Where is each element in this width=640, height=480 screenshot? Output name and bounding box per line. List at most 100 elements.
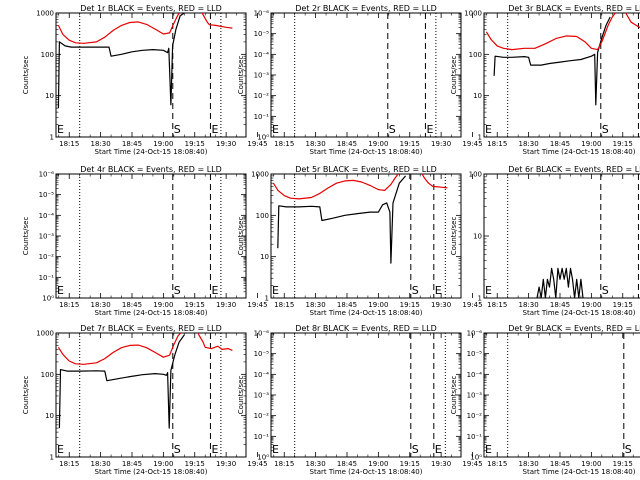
y-tick-label: 10⁻⁶ (254, 10, 270, 18)
y-tick-label: 100 (256, 212, 269, 220)
y-axis-label: Counts/sec (22, 376, 30, 415)
x-tick-label: 18:45 (550, 301, 570, 309)
y-tick-label: 10⁻³ (254, 392, 270, 400)
event-marker-label: S (174, 443, 181, 456)
x-tick-label: 18:15 (487, 140, 507, 148)
x-tick-label: 18:30 (306, 301, 326, 309)
series-lld-line (57, 333, 233, 365)
x-tick-label: 19:45 (462, 460, 482, 468)
left-edge-label: E (57, 284, 64, 297)
x-tick-label: 19:15 (613, 140, 633, 148)
x-tick-label: 19:45 (462, 301, 482, 309)
x-tick-label: 18:30 (306, 140, 326, 148)
x-axis-label: Start Time (24-Oct-15 18:08:40) (523, 148, 636, 156)
y-tick-label: 10⁰ (257, 134, 269, 142)
plot-frame (55, 12, 247, 138)
y-tick-label: 10⁻³ (39, 233, 55, 241)
panel-det4: Det 4r BLACK = Events, RED = LLD 10⁰ 10⁻¹ 1… (22, 165, 268, 317)
x-tick-label: 19:00 (581, 460, 601, 468)
y-tick-label: 10⁻² (467, 412, 483, 420)
left-edge-label: E (57, 123, 64, 136)
series-lld-line (57, 13, 233, 44)
left-edge-label: E (485, 443, 492, 456)
y-tick-label: 10 (473, 233, 482, 241)
x-tick-label: 19:00 (153, 301, 173, 309)
y-axis-label: Counts/sec (450, 56, 458, 95)
plot-frame (270, 332, 462, 458)
y-tick-label: 10⁻⁴ (254, 51, 270, 59)
y-tick-label: 10⁰ (470, 454, 482, 462)
y-tick-label: 1000 (251, 171, 269, 179)
y-axis-label: Counts/sec (22, 217, 30, 256)
x-tick-label: 18:15 (274, 140, 294, 148)
x-tick-label: 18:15 (487, 460, 507, 468)
y-tick-label: 10⁻⁵ (254, 30, 270, 38)
x-tick-label: 19:00 (368, 460, 388, 468)
panel-det9: Det 9r BLACK = Events, RED = LLD 10⁰ 10⁻¹ 1… (450, 324, 640, 476)
x-tick-label: 19:00 (153, 460, 173, 468)
x-tick-label: 18:45 (337, 140, 357, 148)
x-tick-label: 19:15 (613, 460, 633, 468)
x-tick-label: 19:00 (153, 140, 173, 148)
x-tick-label: 18:15 (59, 301, 79, 309)
y-tick-label: 10⁻² (39, 253, 55, 261)
x-tick-label: 19:00 (581, 301, 601, 309)
panel-title: Det 3r BLACK = Events, RED = LLD (508, 4, 640, 13)
y-tick-label: 10 (45, 92, 54, 100)
y-axis-label: Counts/sec (237, 56, 245, 95)
x-tick-label: 18:30 (519, 460, 539, 468)
x-axis-label: Start Time (24-Oct-15 18:08:40) (95, 468, 208, 476)
x-tick-label: 19:30 (431, 140, 451, 148)
x-tick-label: 18:15 (59, 140, 79, 148)
panel-det7: Det 7r BLACK = Events, RED = LLD 1 10 100 10… (22, 324, 268, 476)
x-tick-label: 19:15 (400, 301, 420, 309)
x-tick-label: 19:15 (185, 301, 205, 309)
y-tick-label: 1000 (36, 330, 54, 338)
x-tick-label: 18:45 (122, 140, 142, 148)
x-tick-label: 18:15 (274, 460, 294, 468)
event-marker-label: S (174, 123, 181, 136)
x-tick-label: 19:15 (400, 460, 420, 468)
series-group (57, 333, 233, 429)
x-axis-label: Start Time (24-Oct-15 18:08:40) (310, 468, 423, 476)
y-tick-label: 100 (41, 51, 54, 59)
series-lld-line (485, 13, 640, 51)
x-tick-label: 19:45 (247, 301, 267, 309)
y-axis-label: Counts/sec (237, 217, 245, 256)
x-tick-label: 18:30 (306, 460, 326, 468)
y-axis-label: Counts/sec (450, 376, 458, 415)
event-marker-label: E (426, 123, 433, 136)
y-tick-label: 1 (50, 134, 54, 142)
panel-det6: Det 6r BLACK = Events, RED = LLD 1 10 100 18… (450, 165, 640, 317)
x-tick-label: 19:15 (185, 460, 205, 468)
event-marker-label: S (389, 123, 396, 136)
y-tick-label: 10⁻¹ (254, 433, 270, 441)
y-tick-label: 10⁻⁵ (467, 350, 483, 358)
y-tick-label: 1 (265, 295, 269, 303)
left-edge-label: E (57, 443, 64, 456)
y-tick-label: 10⁻² (254, 92, 270, 100)
x-tick-label: 19:30 (216, 460, 236, 468)
y-tick-label: 10⁻³ (467, 392, 483, 400)
y-tick-label: 10⁻⁶ (254, 330, 270, 338)
panel-title: Det 6r BLACK = Events, RED = LLD (508, 165, 640, 174)
left-edge-label: E (272, 443, 279, 456)
x-tick-label: 19:45 (247, 460, 267, 468)
x-tick-label: 19:30 (431, 301, 451, 309)
panel-det8: Det 8r BLACK = Events, RED = LLD 10⁰ 10⁻¹ 1… (237, 324, 483, 476)
x-tick-label: 19:30 (216, 140, 236, 148)
y-tick-label: 1 (478, 134, 482, 142)
panel-title: Det 4r BLACK = Events, RED = LLD (80, 165, 222, 174)
y-axis-label: Counts/sec (237, 376, 245, 415)
y-tick-label: 10⁻³ (254, 72, 270, 80)
event-marker-label: S (602, 284, 609, 297)
x-axis-label: Start Time (24-Oct-15 18:08:40) (95, 148, 208, 156)
y-tick-label: 10⁰ (257, 454, 269, 462)
series-group (536, 267, 584, 298)
y-tick-label: 10⁻¹ (39, 274, 55, 282)
y-tick-label: 10⁻² (254, 412, 270, 420)
y-tick-label: 10⁻⁴ (254, 371, 270, 379)
y-axis-label: Counts/sec (450, 217, 458, 256)
event-marker-label: E (211, 284, 218, 297)
x-tick-label: 18:45 (122, 301, 142, 309)
